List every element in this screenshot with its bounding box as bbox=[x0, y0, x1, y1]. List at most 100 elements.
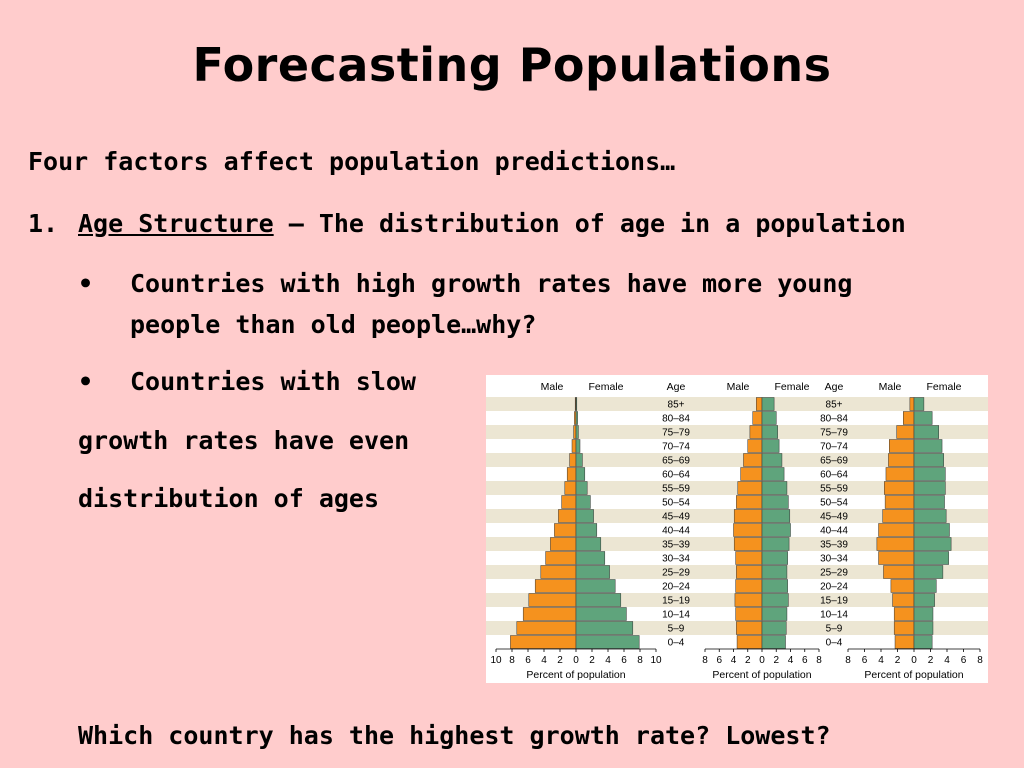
united-states-tick-label: 4 bbox=[731, 655, 737, 666]
united-states-male-bar bbox=[736, 621, 763, 635]
italy-female-bar bbox=[913, 481, 946, 495]
age-group-label: 10–14 bbox=[662, 610, 690, 621]
bullet-high-growth-text: Countries with high growth rates have mo… bbox=[130, 269, 853, 339]
italy-female-bar bbox=[913, 621, 934, 635]
bullet-icon: • bbox=[78, 269, 94, 298]
population-pyramids-figure: Male Female 10 8 6 4 2 0 2 4 6 8 10 Percent of popula… bbox=[486, 375, 988, 683]
italy-male-bar bbox=[903, 411, 915, 425]
afghanistan-tick-label: 6 bbox=[525, 655, 531, 666]
united-states-female-header: Female bbox=[774, 381, 809, 393]
age-group-label: 35–39 bbox=[662, 540, 690, 551]
italy-female-bar bbox=[913, 579, 937, 593]
afghanistan-female-bar bbox=[575, 579, 616, 593]
age-group-label: 80–84 bbox=[662, 414, 690, 425]
united-states-male-bar bbox=[735, 551, 763, 565]
age-group-label: 5–9 bbox=[826, 624, 843, 635]
afghanistan-tick-label: 2 bbox=[589, 655, 595, 666]
united-states-tick-label: 2 bbox=[745, 655, 751, 666]
united-states-female-bar bbox=[761, 565, 788, 579]
afghanistan-male-bar bbox=[516, 621, 577, 635]
italy-tick-label: 2 bbox=[895, 655, 901, 666]
united-states-female-bar bbox=[761, 425, 778, 439]
italy-male-bar bbox=[893, 607, 915, 621]
afghanistan-tick-label: 10 bbox=[650, 655, 662, 666]
italy-female-bar bbox=[913, 439, 943, 453]
age-band bbox=[486, 397, 988, 411]
afghanistan-male-bar bbox=[534, 579, 577, 593]
age-group-label: 50–54 bbox=[662, 498, 690, 509]
united-states-female-bar bbox=[761, 551, 788, 565]
age-column-header: Age bbox=[825, 381, 844, 393]
italy-male-bar bbox=[878, 523, 915, 537]
age-structure-definition: – The distribution of age in a populatio… bbox=[273, 209, 906, 238]
age-structure-term: Age Structure bbox=[78, 209, 274, 238]
age-group-label: 60–64 bbox=[662, 470, 690, 481]
afghanistan-x-axis-title: Percent of population bbox=[526, 669, 625, 681]
italy-female-bar bbox=[913, 607, 934, 621]
united-states-male-header: Male bbox=[727, 381, 750, 393]
afghanistan-tick-label: 2 bbox=[557, 655, 563, 666]
italy-female-bar bbox=[913, 425, 939, 439]
age-group-label: 25–29 bbox=[820, 568, 848, 579]
italy-tick-label: 6 bbox=[961, 655, 967, 666]
united-states-tick-label: 4 bbox=[788, 655, 794, 666]
age-group-label: 85+ bbox=[826, 400, 843, 411]
united-states-male-bar bbox=[736, 495, 763, 509]
united-states-female-bar bbox=[761, 607, 788, 621]
italy-male-bar bbox=[896, 425, 915, 439]
italy-male-bar bbox=[884, 495, 915, 509]
afghanistan-male-bar bbox=[550, 537, 577, 551]
united-states-tick-label: 0 bbox=[759, 655, 765, 666]
age-group-label: 70–74 bbox=[820, 442, 848, 453]
italy-female-header: Female bbox=[926, 381, 961, 393]
united-states-female-bar bbox=[761, 397, 775, 411]
afghanistan-male-bar bbox=[540, 565, 577, 579]
united-states-tick-label: 2 bbox=[773, 655, 779, 666]
age-group-label: 75–79 bbox=[820, 428, 848, 439]
afghanistan-female-bar bbox=[575, 397, 578, 411]
afghanistan-male-bar bbox=[545, 551, 577, 565]
age-group-label: 50–54 bbox=[820, 498, 848, 509]
age-band bbox=[486, 453, 988, 467]
age-group-label: 20–24 bbox=[662, 582, 690, 593]
age-group-label: 15–19 bbox=[662, 596, 690, 607]
afghanistan-female-bar bbox=[575, 509, 594, 523]
afghanistan-tick-label: 10 bbox=[490, 655, 502, 666]
bullet-high-growth: • Countries with high growth rates have m… bbox=[78, 263, 958, 345]
united-states-tick-label: 8 bbox=[702, 655, 708, 666]
afghanistan-female-bar bbox=[575, 453, 583, 467]
italy-female-bar bbox=[913, 551, 949, 565]
age-group-label: 15–19 bbox=[820, 596, 848, 607]
united-states-male-bar bbox=[749, 425, 763, 439]
age-column-header: Age bbox=[667, 381, 686, 393]
italy-male-bar bbox=[890, 579, 915, 593]
age-group-label: 45–49 bbox=[662, 512, 690, 523]
afghanistan-male-bar bbox=[571, 439, 577, 453]
afghanistan-female-bar bbox=[575, 635, 640, 649]
age-group-label: 0–4 bbox=[668, 638, 685, 649]
afghanistan-male-bar bbox=[564, 481, 577, 495]
afghanistan-male-header: Male bbox=[541, 381, 564, 393]
united-states-female-bar bbox=[761, 481, 788, 495]
bullet-slow-growth-cont-1: growth rates have even bbox=[78, 426, 410, 455]
age-group-label: 85+ bbox=[668, 400, 685, 411]
italy-male-bar bbox=[893, 621, 915, 635]
bullet-icon: • bbox=[78, 367, 94, 396]
afghanistan-female-bar bbox=[575, 425, 579, 439]
afghanistan-female-bar bbox=[575, 439, 581, 453]
italy-male-bar bbox=[888, 453, 915, 467]
italy-female-bar bbox=[913, 635, 933, 649]
italy-female-bar bbox=[913, 495, 945, 509]
united-states-male-bar bbox=[733, 523, 763, 537]
age-group-label: 0–4 bbox=[826, 638, 843, 649]
age-group-label: 30–34 bbox=[820, 554, 848, 565]
afghanistan-female-bar bbox=[575, 411, 578, 425]
afghanistan-tick-label: 4 bbox=[605, 655, 611, 666]
afghanistan-tick-label: 6 bbox=[621, 655, 627, 666]
afghanistan-female-bar bbox=[575, 467, 586, 481]
intro-text: Four factors affect population predictio… bbox=[28, 147, 676, 176]
united-states-tick-label: 8 bbox=[816, 655, 822, 666]
united-states-female-bar bbox=[761, 509, 791, 523]
italy-tick-label: 4 bbox=[878, 655, 884, 666]
